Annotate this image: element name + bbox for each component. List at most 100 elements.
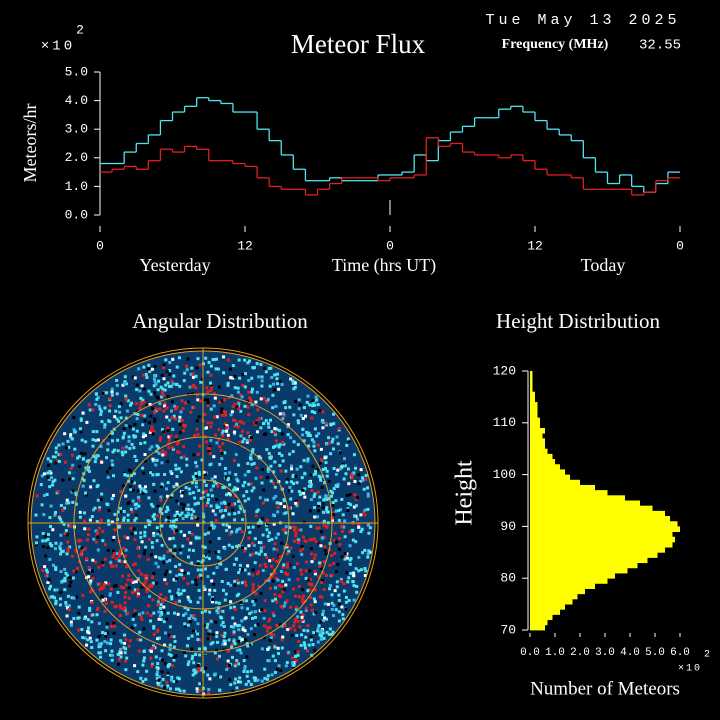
angular-dot <box>139 572 143 576</box>
angular-dot <box>124 382 128 386</box>
angular-dot <box>341 464 345 468</box>
angular-dot <box>213 475 217 479</box>
angular-dot <box>176 441 180 445</box>
angular-dot <box>197 588 201 592</box>
angular-dot <box>285 573 289 577</box>
angular-dot <box>214 601 218 605</box>
angular-dot <box>355 496 359 500</box>
angular-dot <box>278 412 282 416</box>
angular-dot <box>251 586 255 590</box>
angular-dot <box>265 522 269 526</box>
angular-dot <box>146 557 150 561</box>
angular-dot <box>338 451 342 455</box>
angular-dot <box>99 642 103 646</box>
angular-dot <box>272 470 276 474</box>
angular-dot <box>277 584 281 588</box>
angular-dot <box>165 560 169 564</box>
angular-dot <box>359 479 363 483</box>
angular-dot <box>205 625 209 629</box>
angular-dot <box>293 474 297 478</box>
angular-dot <box>255 466 259 470</box>
angular-dot <box>309 596 313 600</box>
angular-dot <box>137 498 141 502</box>
angular-dot <box>267 531 271 535</box>
angular-dot <box>196 523 200 527</box>
angular-dot <box>301 433 305 437</box>
angular-dot <box>321 426 325 430</box>
angular-dot <box>238 648 242 652</box>
angular-dot <box>251 525 255 529</box>
angular-dot <box>233 583 237 587</box>
angular-dot <box>253 366 257 370</box>
angular-dot <box>132 446 136 450</box>
angular-dot <box>170 416 174 420</box>
angular-dot <box>320 629 324 633</box>
angular-dot <box>226 433 230 437</box>
angular-dot <box>35 535 39 539</box>
angular-dot <box>277 387 281 391</box>
bar <box>530 588 585 595</box>
angular-dot <box>342 477 346 481</box>
angular-dot <box>182 503 186 507</box>
angular-dot <box>285 552 289 556</box>
angular-dot <box>269 636 273 640</box>
angular-dot <box>347 576 351 580</box>
angular-dot <box>186 555 190 559</box>
angular-dot <box>349 571 353 575</box>
angular-dot <box>177 677 181 681</box>
angular-dot <box>180 569 184 573</box>
angular-dot <box>155 407 159 411</box>
angular-dot <box>152 571 156 575</box>
angular-dot <box>182 533 186 537</box>
angular-dot <box>310 608 314 612</box>
angular-dot <box>321 421 325 425</box>
angular-dot <box>248 612 252 616</box>
angular-dot <box>361 551 365 555</box>
angular-dot <box>141 663 145 667</box>
angular-dot <box>309 473 313 477</box>
angular-dot <box>357 472 361 476</box>
angular-dot <box>93 506 97 510</box>
angular-dot <box>213 672 217 676</box>
angular-dot <box>45 492 49 496</box>
angular-dot <box>118 549 122 553</box>
angular-dot <box>116 590 120 594</box>
angular-dot <box>301 427 305 431</box>
angular-dot <box>133 664 137 668</box>
angular-dot <box>269 464 273 468</box>
angular-dot <box>356 517 360 521</box>
angular-dot <box>95 613 99 617</box>
angular-dot <box>117 658 121 662</box>
angular-dot <box>321 468 325 472</box>
angular-dot <box>257 584 261 588</box>
angular-dot <box>122 431 126 435</box>
angular-dot <box>119 402 123 406</box>
angular-dot <box>293 381 297 385</box>
angular-dot <box>153 419 157 423</box>
angular-dot <box>156 514 160 518</box>
angular-dot <box>99 412 103 416</box>
angular-dot <box>226 383 230 387</box>
angular-dot <box>183 606 187 610</box>
angular-dot <box>223 424 227 428</box>
y-tick-label: 2.0 <box>65 150 88 165</box>
angular-dot <box>57 460 61 464</box>
angular-dot <box>231 364 235 368</box>
angular-dot <box>302 439 306 443</box>
angular-dot <box>96 548 100 552</box>
bar <box>530 557 648 564</box>
angular-dot <box>266 397 270 401</box>
angular-dot <box>143 525 147 529</box>
angular-dot <box>224 476 228 480</box>
angular-dot <box>237 571 241 575</box>
angular-dot <box>212 392 216 396</box>
angular-dot <box>139 487 143 491</box>
angular-dot <box>337 598 341 602</box>
angular-dot <box>119 416 123 420</box>
angular-dot <box>232 639 236 643</box>
angular-dot <box>71 554 75 558</box>
angular-dot <box>259 475 263 479</box>
angular-dot <box>291 475 295 479</box>
angular-dot <box>246 644 250 648</box>
